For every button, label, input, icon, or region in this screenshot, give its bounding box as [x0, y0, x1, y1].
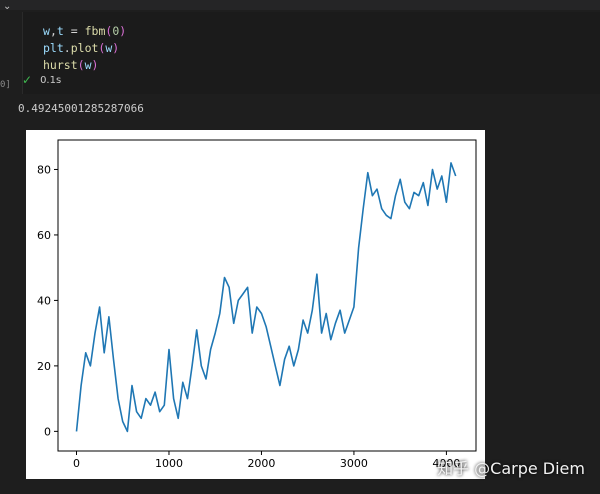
plot-output-image: 0 1000 2000 3000 4000 0 20 40 60 80: [26, 130, 485, 479]
plot-axes-frame: [57, 139, 477, 452]
x-tick-label: 3000: [340, 457, 368, 470]
execution-time: 0.1s: [40, 74, 62, 86]
collapse-chevron-icon[interactable]: ⌄: [3, 1, 12, 12]
execution-count: 0]: [0, 80, 11, 90]
y-tick-label: 0: [44, 425, 51, 438]
y-tick-label: 80: [37, 163, 51, 176]
code-cell[interactable]: w,t = fbm(0) plt.plot(w) hurst(w): [22, 12, 600, 94]
series-line: [75, 162, 457, 433]
cell-output-text: 0.49245001285287066: [18, 102, 144, 115]
code-editor[interactable]: w,t = fbm(0) plt.plot(w) hurst(w): [43, 23, 126, 74]
cell-status-row: ✓ 0.1s: [22, 72, 61, 88]
cell-toolbar-strip: ⌄: [0, 0, 600, 12]
y-tick-label: 60: [37, 229, 51, 242]
x-tick-label: 4000: [432, 457, 460, 470]
line-chart: 0 1000 2000 3000 4000 0 20 40 60 80: [37, 139, 477, 470]
code-line-3: hurst(w): [43, 58, 99, 72]
y-tick-label: 40: [37, 294, 51, 307]
x-tick-label: 1000: [155, 457, 183, 470]
y-tick-label: 20: [37, 360, 51, 373]
watermark: 知乎 @Carpe Diem: [437, 459, 585, 478]
x-tick-label: 0: [73, 457, 80, 470]
x-tick-label: 2000: [247, 457, 275, 470]
code-line-1: w,t = fbm(0): [43, 24, 127, 38]
check-icon: ✓: [22, 73, 33, 87]
code-line-2: plt.plot(w): [43, 41, 120, 55]
